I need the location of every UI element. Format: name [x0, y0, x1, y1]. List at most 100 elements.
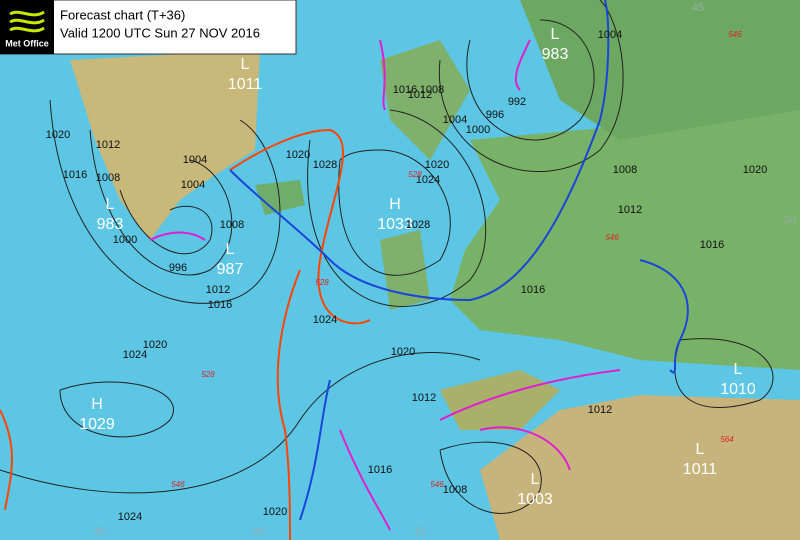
thickness-label: 528 — [201, 370, 215, 379]
isobar-label: 1020 — [286, 149, 310, 161]
center-value: 983 — [97, 216, 124, 233]
isobar — [119, 189, 213, 255]
grid-label: 45 — [692, 2, 704, 14]
occluded-front — [439, 369, 621, 421]
cold-front — [639, 259, 689, 374]
isobar-label: 1020 — [263, 506, 287, 518]
thickness-label: 528 — [408, 170, 422, 179]
europe — [450, 110, 800, 370]
isobar-label: 1016 — [521, 284, 545, 296]
isobar — [49, 99, 281, 304]
isobar — [439, 441, 542, 514]
isobar-label: 1024 — [123, 349, 147, 361]
isobar-label: 1012 — [408, 89, 432, 101]
occluded-front — [149, 231, 206, 241]
center-kind: L — [551, 26, 560, 43]
british-isles — [380, 230, 430, 310]
occluded-front — [379, 39, 386, 111]
center-value: 1011 — [683, 461, 718, 478]
logo-text: Met Office — [5, 38, 49, 48]
isobar-label: 1008 — [220, 219, 244, 231]
grid-label: 15 — [414, 526, 426, 538]
isobar-label: 1008 — [443, 484, 467, 496]
isobar-label: 1016 — [63, 169, 87, 181]
warm-front — [229, 128, 371, 325]
iberia — [440, 370, 560, 430]
center-value: 1010 — [720, 381, 756, 398]
iceland — [255, 180, 305, 215]
isobar — [0, 352, 481, 494]
center-value: 987 — [217, 261, 244, 278]
greenland — [70, 50, 260, 240]
isobar-label: 1012 — [618, 204, 642, 216]
center-value: 1011 — [228, 76, 263, 93]
center-kind: L — [241, 56, 250, 73]
thickness-label: 528 — [315, 278, 329, 287]
isobar — [438, 0, 624, 172]
isobar-label: 996 — [169, 262, 187, 274]
occluded-front — [514, 39, 531, 91]
isobar-label: 1012 — [588, 404, 612, 416]
center-value: 1003 — [517, 491, 553, 508]
isobar-label: 992 — [508, 96, 526, 108]
grid-label: 45 — [94, 526, 106, 538]
isobar — [466, 19, 595, 141]
thickness-label: 546 — [171, 480, 185, 489]
isobar — [89, 129, 233, 276]
isobar-label: 1020 — [743, 164, 767, 176]
thickness-label: 564 — [720, 435, 734, 444]
isobar-label: 1024 — [313, 314, 337, 326]
isobar-label: 1024 — [118, 511, 142, 523]
isobar-label: 1016 — [700, 239, 724, 251]
center-kind: H — [389, 196, 401, 213]
center-kind: L — [734, 361, 743, 378]
thickness-label: 546 — [430, 480, 444, 489]
russia — [520, 0, 800, 140]
center-kind: L — [531, 471, 540, 488]
isobar-label: 1000 — [466, 124, 490, 136]
isobar-label: 1008 — [613, 164, 637, 176]
cold-front — [229, 0, 610, 302]
center-kind: L — [106, 196, 115, 213]
isobar — [59, 381, 174, 438]
isobar-label: 1004 — [183, 154, 207, 166]
warm-front — [0, 409, 13, 511]
isobar-label: 1020 — [391, 346, 415, 358]
isobar-label: 1004 — [181, 179, 205, 191]
isobar-label: 1000 — [113, 234, 137, 246]
center-kind: H — [91, 396, 103, 413]
isobar-label: 1024 — [416, 174, 440, 186]
isobar — [674, 338, 774, 408]
isobar-label: 1004 — [598, 29, 622, 41]
occluded-front — [339, 429, 391, 531]
isobar-label: 1004 — [443, 114, 467, 126]
scandinavia-west — [380, 40, 470, 160]
isobar-label: 1012 — [206, 284, 230, 296]
isobar-label: 1016 — [208, 299, 232, 311]
isobar-label: 996 — [486, 109, 504, 121]
isobar-label: 1008 — [96, 172, 120, 184]
logo-mark — [9, 10, 45, 33]
isobar-label: 1016 — [393, 84, 417, 96]
header-valid: Valid 1200 UTC Sun 27 NOV 2016 — [60, 25, 260, 40]
isobar-label: 1028 — [313, 159, 337, 171]
isobar-label: 1020 — [143, 339, 167, 351]
grid-label: 30 — [784, 214, 796, 226]
isobar-label: 1016 — [368, 464, 392, 476]
center-kind: L — [226, 241, 235, 258]
warm-front — [276, 269, 301, 540]
center-value: 983 — [542, 46, 569, 63]
isobar-label: 1008 — [420, 84, 444, 96]
grid-label: 30 — [252, 526, 264, 538]
logo-box — [0, 0, 54, 54]
isobar — [338, 149, 451, 276]
cold-front — [299, 379, 331, 521]
center-kind: L — [696, 441, 705, 458]
occluded-front — [479, 426, 571, 471]
isobar-label: 1020 — [46, 129, 70, 141]
isobar-label: 1012 — [412, 392, 436, 404]
thickness-label: 546 — [605, 233, 619, 242]
africa — [480, 395, 800, 540]
header-title: Forecast chart (T+36) — [60, 7, 185, 22]
